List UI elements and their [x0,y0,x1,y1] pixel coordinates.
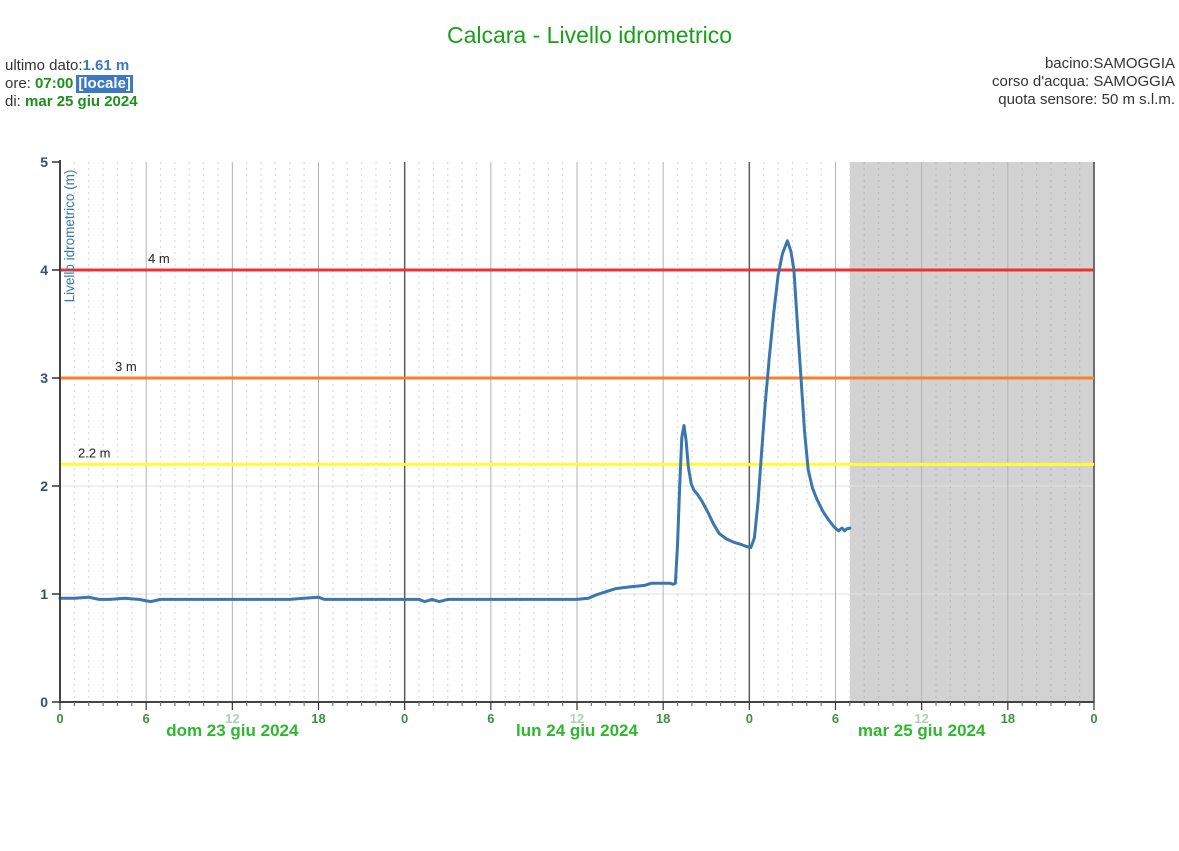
x-tick-label: 6 [487,711,494,726]
x-tick-label: 18 [656,711,670,726]
x-tick-label: 12 [570,711,584,726]
x-tick-label: 18 [311,711,325,726]
level-series-line [58,239,852,604]
river-label: corso d'acqua: [992,73,1094,90]
page-title: Calcara - Livello idrometrico [446,22,733,48]
last-reading-info: ultimo dato:1.61 m ore: 07:00 [locale] di… [5,57,138,111]
basin-value: SAMOGGIA [1093,55,1175,72]
x-tick-label: 18 [1001,711,1015,726]
day-labels: dom 23 giu 2024 lun 24 giu 2024 mar 25 giu… [166,721,986,740]
last-time: 07:00 [35,75,74,92]
last-value: 1.61 m [82,57,130,74]
x-tick-label: 12 [225,711,239,726]
y-axis-title: Livello idrometrico (m) [62,170,77,303]
x-tick-label: 6 [143,711,150,726]
y-tick-label: 1 [40,586,48,602]
threshold-label-2-2-m: 2.2 m [78,445,111,460]
day-label: dom 23 giu 2024 [166,721,299,740]
last-value-row: ultimo dato:1.61 m [5,57,138,75]
x-tick-label: 6 [832,711,839,726]
last-value-label: ultimo dato: [5,57,83,74]
x-tick-label: 0 [746,711,753,726]
last-date-label: di: [5,93,26,110]
station-info: bacino:SAMOGGIA corso d'acqua: SAMOGGIA … [992,55,1175,109]
timezone-badge: [locale] [76,75,133,93]
day-label: lun 24 giu 2024 [516,721,638,740]
threshold-label-4-m: 4 m [148,251,170,266]
basin-label: bacino: [1044,55,1094,72]
x-tick-label: 0 [401,711,408,726]
threshold-label-3-m: 3 m [115,359,137,374]
y-ticks: 0 1 2 3 4 5 [40,154,60,710]
sensor-value: 50 m s.l.m. [1101,91,1175,108]
y-tick-label: 5 [40,154,48,170]
last-time-row: ore: 07:00 [locale] [5,75,138,93]
last-time-label: ore: [5,75,36,92]
y-tick-label: 2 [40,478,48,494]
x-tick-labels: 0 6 12 18 0 6 12 18 0 6 12 18 0 [56,711,1097,726]
x-tick-label: 0 [56,711,63,726]
river-row: corso d'acqua: SAMOGGIA [992,73,1175,91]
last-date-row: di: mar 25 giu 2024 [5,93,138,111]
day-label: mar 25 giu 2024 [858,721,986,740]
x-ticks [59,702,1095,710]
forecast-region [849,162,1094,702]
basin-row: bacino:SAMOGGIA [992,55,1175,73]
sensor-row: quota sensore: 50 m s.l.m. [992,91,1175,109]
day-boundary-lines [403,162,751,702]
y-tick-label: 0 [40,694,48,710]
y-tick-label: 3 [40,370,48,386]
sixhour-gridlines [145,162,1009,702]
last-date: mar 25 giu 2024 [25,93,138,110]
river-value: SAMOGGIA [1093,73,1175,90]
x-tick-label: 12 [914,711,928,726]
sensor-label: quota sensore: [998,91,1102,108]
y-tick-label: 4 [40,262,48,278]
x-tick-label: 0 [1090,711,1097,726]
hour-gridlines [73,162,1081,702]
